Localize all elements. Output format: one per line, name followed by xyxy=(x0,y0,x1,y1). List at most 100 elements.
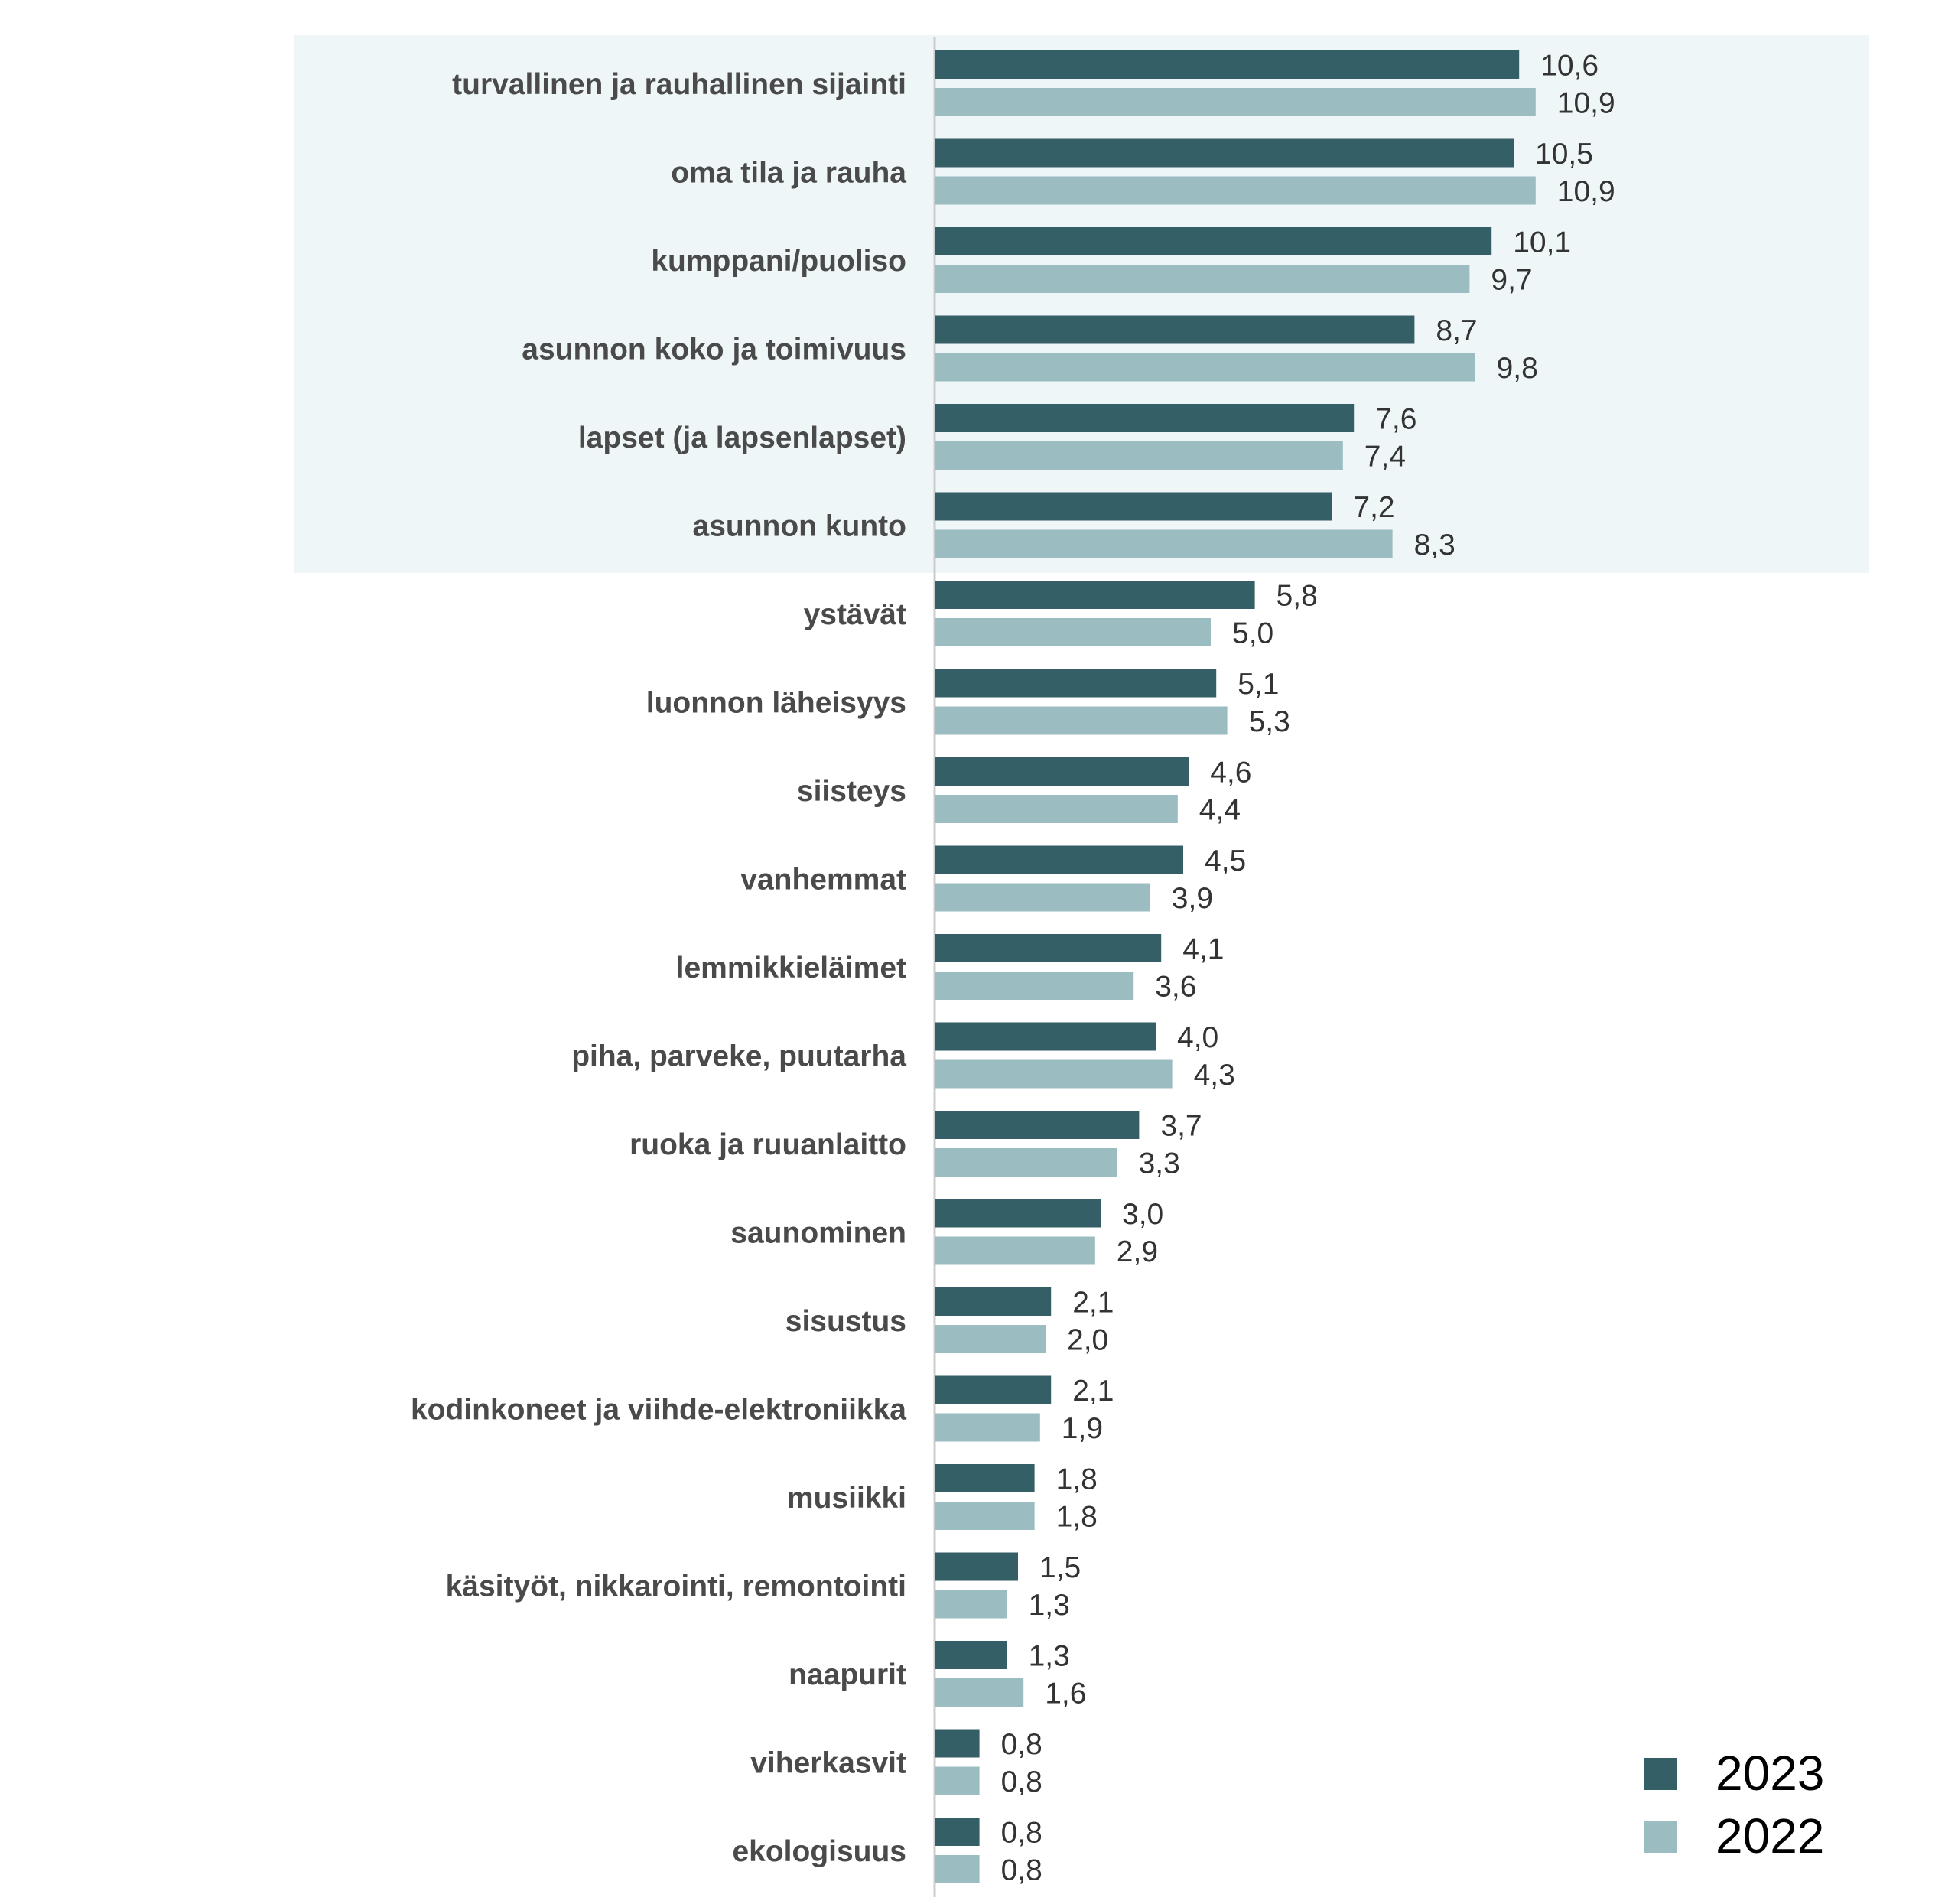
bar-2023-4 xyxy=(935,404,1355,432)
data-label: 5,1 xyxy=(1238,668,1279,701)
legend: 2023 2022 xyxy=(1644,1746,1824,1863)
data-label: 10,9 xyxy=(1557,87,1615,120)
highlight-band-layer xyxy=(294,35,1869,573)
bar-2023-19 xyxy=(935,1729,980,1758)
bar-2022-18 xyxy=(935,1678,1024,1707)
data-label: 5,3 xyxy=(1249,705,1290,738)
data-label: 1,3 xyxy=(1029,1589,1070,1622)
data-label: 10,1 xyxy=(1513,226,1571,259)
bar-2023-6 xyxy=(935,581,1255,609)
bar-2023-2 xyxy=(935,227,1492,255)
bar-2022-5 xyxy=(935,529,1393,558)
data-label: 4,5 xyxy=(1205,845,1246,877)
category-label: ystävät xyxy=(804,598,906,631)
data-label: 1,8 xyxy=(1056,1501,1098,1534)
data-label: 3,3 xyxy=(1139,1147,1180,1180)
data-label: 10,9 xyxy=(1557,175,1615,208)
category-label: vanhemmat xyxy=(740,864,906,897)
bar-2023-15 xyxy=(935,1375,1052,1404)
data-label: 10,5 xyxy=(1535,138,1593,171)
data-label: 4,0 xyxy=(1177,1021,1218,1054)
bar-2023-9 xyxy=(935,845,1183,874)
data-label: 5,8 xyxy=(1277,580,1318,613)
category-label: asunnon koko ja toimivuus xyxy=(522,334,906,366)
data-label: 2,9 xyxy=(1117,1235,1158,1268)
bar-2023-20 xyxy=(935,1818,980,1846)
data-label: 3,9 xyxy=(1172,882,1213,915)
bar-2023-3 xyxy=(935,315,1415,344)
data-label: 1,6 xyxy=(1045,1678,1086,1710)
bar-2022-13 xyxy=(935,1236,1095,1265)
legend-swatch-2022 xyxy=(1644,1821,1677,1853)
bar-2022-1 xyxy=(935,176,1536,205)
data-label: 0,8 xyxy=(1001,1854,1042,1887)
category-label: turvallinen ja rauhallinen sijainti xyxy=(452,68,906,101)
data-label: 4,6 xyxy=(1210,757,1251,789)
data-label: 3,0 xyxy=(1122,1198,1163,1231)
data-label: 10,6 xyxy=(1540,50,1599,83)
bar-2023-8 xyxy=(935,757,1189,786)
bars-layer xyxy=(935,50,1536,1883)
data-label: 0,8 xyxy=(1001,1817,1042,1850)
category-label: asunnon kunto xyxy=(693,510,906,543)
data-label: 8,7 xyxy=(1436,314,1477,347)
data-label: 5,0 xyxy=(1232,617,1273,650)
bar-2023-14 xyxy=(935,1287,1052,1316)
category-label: käsityöt, nikkarointi, remontointi xyxy=(446,1570,906,1603)
data-label: 2,1 xyxy=(1072,1287,1114,1320)
bar-2022-2 xyxy=(935,265,1470,293)
bar-2023-7 xyxy=(935,669,1217,698)
legend-label: 2023 xyxy=(1716,1746,1824,1801)
data-label: 4,3 xyxy=(1194,1059,1235,1092)
category-label: musiikki xyxy=(787,1482,906,1515)
bar-2022-8 xyxy=(935,795,1178,823)
category-label: ekologisuus xyxy=(732,1835,906,1868)
bar-2023-17 xyxy=(935,1552,1018,1581)
data-label: 2,0 xyxy=(1067,1324,1108,1357)
bar-2022-6 xyxy=(935,618,1211,646)
data-label: 1,3 xyxy=(1029,1640,1070,1673)
data-label: 0,8 xyxy=(1001,1728,1042,1761)
bar-2023-11 xyxy=(935,1022,1156,1051)
data-label: 4,4 xyxy=(1199,794,1241,827)
bar-2022-10 xyxy=(935,972,1134,1000)
bar-2023-16 xyxy=(935,1464,1035,1492)
category-label: lapset (ja lapsenlapset) xyxy=(578,421,906,454)
category-label: lemmikkieläimet xyxy=(676,952,906,985)
legend-swatch-2023 xyxy=(1644,1758,1677,1790)
data-label: 1,8 xyxy=(1056,1463,1098,1496)
data-label: 7,4 xyxy=(1364,441,1406,474)
data-label: 8,3 xyxy=(1414,529,1455,561)
bar-2023-13 xyxy=(935,1199,1101,1228)
bar-2023-5 xyxy=(935,492,1332,521)
bar-2023-10 xyxy=(935,934,1162,962)
highlight-band xyxy=(294,35,1869,573)
data-label: 3,6 xyxy=(1155,971,1196,1004)
legend-label: 2022 xyxy=(1716,1808,1824,1863)
bar-2023-12 xyxy=(935,1111,1140,1139)
category-label: oma tila ja rauha xyxy=(671,157,906,190)
bar-2022-19 xyxy=(935,1766,980,1795)
bar-2023-18 xyxy=(935,1641,1007,1669)
bar-2022-16 xyxy=(935,1502,1035,1530)
category-label: ruoka ja ruuanlaitto xyxy=(629,1128,906,1161)
bar-2022-0 xyxy=(935,88,1536,116)
data-label: 7,6 xyxy=(1375,403,1416,436)
bar-2022-17 xyxy=(935,1590,1007,1619)
category-label: viherkasvit xyxy=(750,1747,906,1780)
category-label: luonnon läheisyys xyxy=(646,687,906,720)
bar-2022-7 xyxy=(935,706,1228,735)
labels-layer: turvallinen ja rauhallinen sijainti 10,6 1… xyxy=(411,50,1615,1887)
data-label: 2,1 xyxy=(1072,1375,1114,1408)
bar-2022-14 xyxy=(935,1325,1046,1353)
category-label: naapurit xyxy=(789,1658,906,1691)
category-label: sisustus xyxy=(785,1305,906,1338)
category-label: kumppani/puoliso xyxy=(651,245,906,278)
bar-2022-20 xyxy=(935,1855,980,1883)
data-label: 1,5 xyxy=(1039,1551,1081,1584)
data-label: 3,7 xyxy=(1160,1110,1202,1143)
bar-2023-0 xyxy=(935,50,1520,79)
data-label: 9,7 xyxy=(1491,264,1532,297)
category-label: saunominen xyxy=(730,1217,906,1250)
